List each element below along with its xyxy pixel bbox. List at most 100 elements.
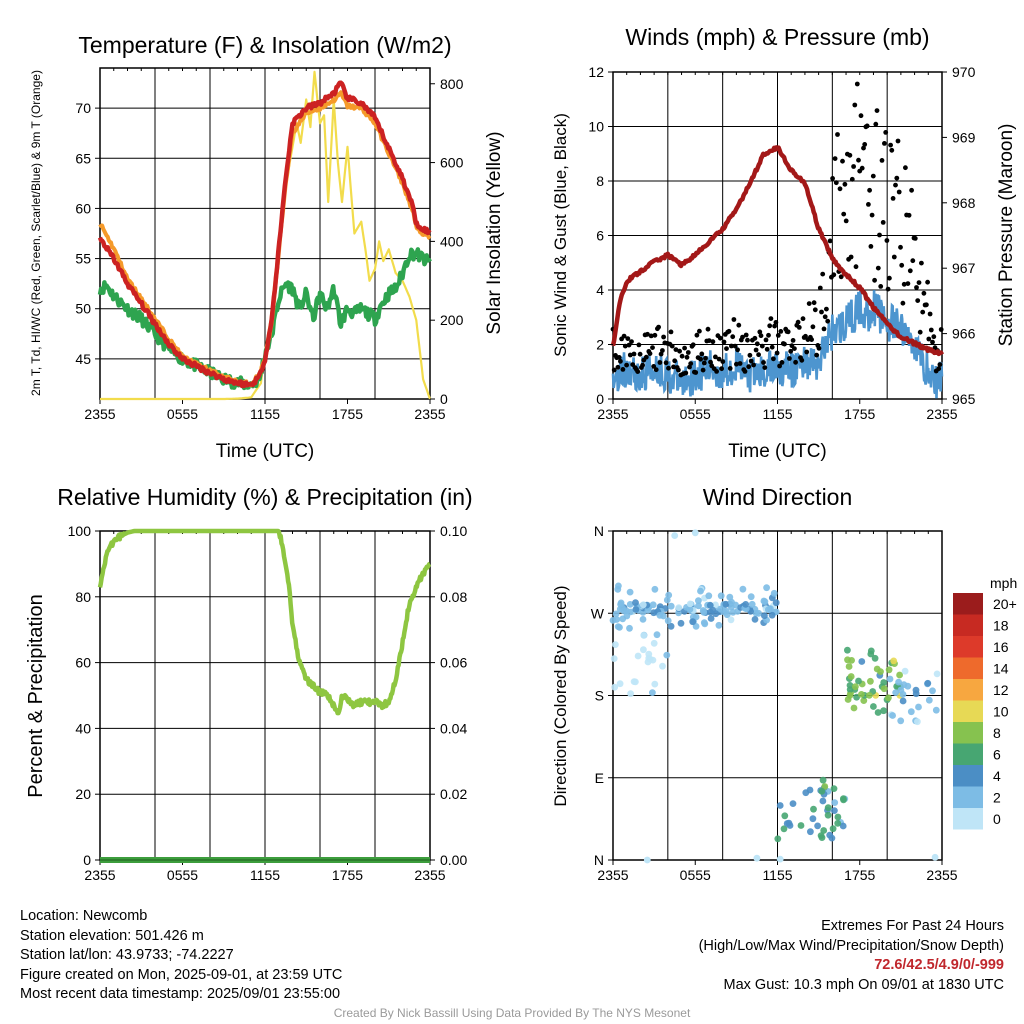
legend-label: 6: [993, 747, 1001, 763]
wind-direction-point: [615, 582, 622, 590]
gust-point: [864, 123, 870, 129]
wind-direction-point: [770, 589, 778, 597]
chart-title: Winds (mph) & Pressure (mb): [625, 24, 929, 50]
wind-direction-point: [644, 606, 652, 614]
legend-swatch: [953, 786, 983, 808]
gust-point: [849, 176, 855, 182]
y-tick-label-left: S: [595, 688, 604, 704]
wind-direction-point: [627, 690, 634, 698]
y-tick-label-left: 20: [75, 786, 91, 802]
gust-point: [920, 309, 926, 315]
y-tick-label-left: 60: [75, 200, 91, 216]
gust-point: [875, 265, 881, 271]
y-tick-label-right: 0.04: [440, 720, 467, 736]
gust-point: [811, 300, 817, 306]
wind-direction-point: [907, 708, 915, 716]
wind-direction-point: [929, 687, 936, 695]
gust-point: [833, 180, 839, 186]
recent-data-timestamp: Most recent data timestamp: 2025/09/01 2…: [20, 986, 341, 1002]
gust-point: [734, 361, 739, 367]
gust-point: [624, 362, 629, 368]
y-tick-label-right: 965: [952, 391, 976, 407]
wind-direction-point: [896, 671, 903, 679]
gust-point: [663, 360, 669, 366]
y-tick-label-left: W: [591, 605, 605, 621]
gust-point: [832, 156, 838, 162]
wind-direction-point: [889, 712, 896, 719]
y-tick-label-left: 45: [75, 351, 91, 367]
gust-point: [827, 238, 833, 244]
gust-point: [658, 351, 664, 357]
gust-point: [627, 352, 633, 358]
gust-point: [640, 362, 645, 368]
gust-point: [899, 262, 905, 268]
gust-point: [756, 352, 761, 358]
wind-direction-point: [671, 532, 679, 539]
wind-direction-point: [867, 677, 874, 685]
x-tick-label: 1755: [332, 406, 363, 422]
x-tick-label: 1155: [762, 867, 792, 883]
x-tick-label: 1155: [250, 406, 280, 422]
wind-direction-point: [626, 624, 633, 632]
wind-direction-point: [753, 854, 761, 862]
x-tick-label: 2355: [926, 867, 957, 883]
gust-point: [885, 286, 891, 292]
y-axis-title-right: Station Pressure (Maroon): [996, 124, 1017, 347]
gust-point: [792, 346, 797, 351]
y-tick-label-right: 0: [440, 391, 448, 407]
wind-direction-point: [844, 656, 851, 664]
gust-point: [746, 364, 752, 370]
wind-direction-point: [858, 658, 866, 665]
x-axis-title: Time (UTC): [216, 441, 315, 462]
extremes-subtitle: (High/Low/Max Wind/Precipitation/Snow De…: [698, 937, 1004, 954]
gust-point: [635, 369, 641, 374]
gust-point: [740, 334, 745, 340]
wind-direction-point: [765, 606, 772, 614]
gust-point: [724, 346, 729, 351]
wind-direction-point: [712, 601, 719, 609]
gust-point: [790, 338, 796, 343]
gust-point: [622, 343, 628, 349]
gust-point: [656, 324, 661, 330]
gust-point: [804, 349, 810, 355]
y-tick-label-right: 200: [440, 312, 464, 328]
wind-direction-point: [632, 599, 639, 606]
y-tick-label-left: N: [594, 523, 604, 539]
wind-direction-point: [867, 650, 875, 658]
wind-direction-point: [809, 815, 817, 823]
wind-direction-point: [915, 703, 922, 711]
chart-title: Relative Humidity (%) & Precipitation (i…: [57, 484, 472, 510]
gust-point: [735, 347, 740, 353]
gust-point: [890, 196, 896, 201]
wind-direction-point: [897, 717, 905, 725]
gust-point: [938, 327, 944, 332]
legend-swatch: [953, 700, 983, 722]
gust-point: [840, 158, 845, 164]
gust-point: [637, 351, 643, 357]
gust-point: [843, 218, 849, 224]
legend-label: 14: [993, 661, 1009, 677]
gust-point: [762, 365, 768, 370]
gust-point: [754, 341, 760, 347]
gust-point: [747, 352, 753, 358]
x-tick-label: 1155: [250, 867, 280, 883]
gust-point: [673, 347, 679, 352]
x-tick-label: 1755: [844, 867, 875, 883]
wind-direction-point: [686, 600, 694, 608]
wind-direction-point: [781, 812, 789, 820]
y-axis-title-left: Percent & Precipitation: [25, 594, 47, 797]
gust-point: [803, 333, 808, 339]
wind-direction-point: [729, 608, 737, 616]
wind-direction-point: [846, 686, 854, 693]
wind-direction-point: [850, 704, 858, 712]
legend-label: 4: [993, 768, 1001, 784]
gust-point: [814, 352, 819, 358]
wind-direction-point: [772, 599, 780, 607]
gust-point: [880, 220, 886, 225]
gust-point: [720, 359, 726, 364]
gust-point: [907, 268, 913, 274]
wind-direction-point: [722, 600, 730, 608]
relative-humidity-line: [97, 528, 432, 716]
sonic-wind-line: [611, 289, 944, 399]
y-tick-label-left: 65: [75, 150, 91, 166]
